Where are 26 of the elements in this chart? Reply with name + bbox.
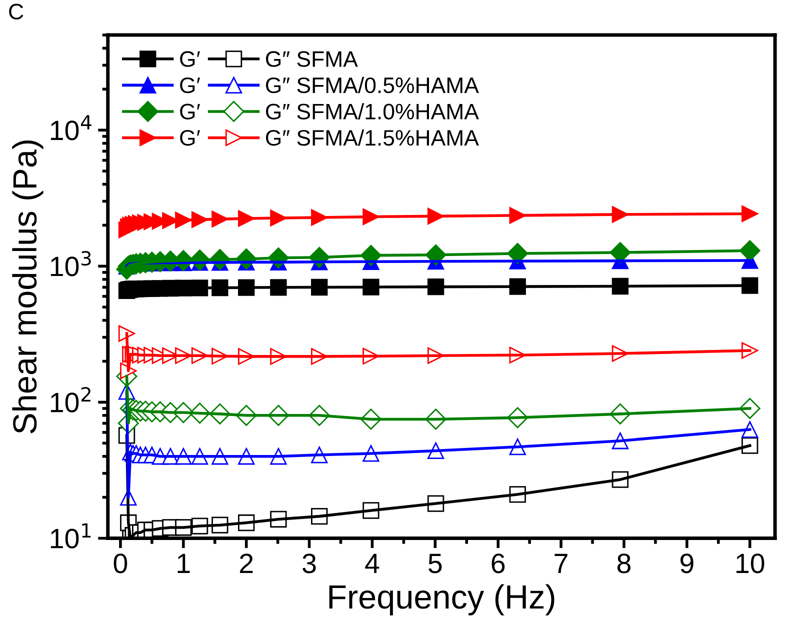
legend-label: G′ (180, 130, 200, 146)
x-tick-label: 4 (365, 554, 380, 573)
x-tick-label: 3 (302, 554, 316, 574)
x-tick-label: 7 (554, 554, 568, 573)
y-tick-label: 10$^{1}$ (50, 523, 91, 548)
x-tick-label: 5 (428, 554, 442, 574)
x-tick-label: 10 (736, 554, 764, 574)
x-axis-title: Frequency (Hz) (329, 584, 554, 616)
x-tick-label: 0 (114, 554, 128, 574)
x-tick-label: 9 (680, 554, 694, 574)
x-tick-label: 8 (617, 554, 630, 574)
legend-label: G′ (180, 104, 200, 120)
legend-label: G″ SFMA/0.5%HAMA (266, 76, 479, 94)
x-tick-label: 1 (178, 554, 190, 573)
x-tick-label: 6 (492, 554, 505, 574)
legend-label: G″ SFMA/1.5%HAMA (266, 129, 479, 146)
legend-label: G″ SFMA (266, 51, 358, 67)
y-tick-label: 10$^{3}$ (50, 250, 91, 276)
x-tick-label: 2 (240, 554, 253, 573)
legend-label: G′ (180, 77, 200, 94)
legend-label: G″ SFMA/1.0%HAMA (266, 103, 479, 120)
text: C (9, 4, 24, 20)
y-tick-label: 10$^{4}$ (50, 115, 92, 140)
y-tick-label: 10$^{2}$ (50, 387, 90, 412)
legend-label: G′ (180, 51, 200, 67)
y-axis-title: Shear modulus (Pa) (12, 140, 44, 434)
